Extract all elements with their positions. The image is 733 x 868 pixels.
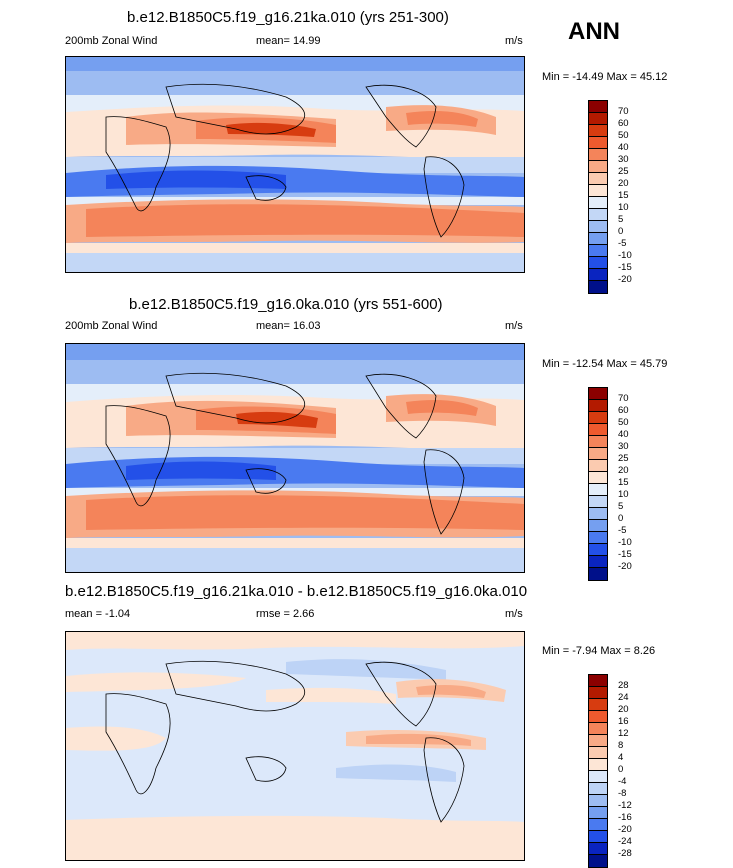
- panel-1-level: 50: [618, 130, 629, 141]
- panel-1-level: -5: [618, 238, 627, 249]
- panel-2-level: -10: [618, 537, 632, 548]
- panel-3-minmax: Min = -7.94 Max = 8.26: [542, 645, 656, 657]
- panel-1-level: -20: [618, 274, 632, 285]
- panel-3-level: 0: [618, 764, 624, 775]
- panel-3-level: -4: [618, 776, 627, 787]
- panel-2-level: 5: [618, 501, 624, 512]
- panel-3-level: 16: [618, 716, 629, 727]
- panel-1-units: m/s: [505, 35, 523, 47]
- panel-3-mean: mean = -1.04: [65, 608, 131, 620]
- panel-1-level: 0: [618, 226, 624, 237]
- panel-1-map: [65, 56, 525, 273]
- season-label: ANN: [568, 18, 620, 45]
- panel-1-level: -10: [618, 250, 632, 261]
- panel-3-level: 20: [618, 704, 629, 715]
- panel-2-level: 20: [618, 465, 629, 476]
- panel-1-field-label: 200mb Zonal Wind: [65, 35, 158, 47]
- panel-2-level: 30: [618, 441, 629, 452]
- panel-1-level: 10: [618, 202, 629, 213]
- panel-3-level: -28: [618, 848, 632, 859]
- panel-3-map: [65, 631, 525, 861]
- panel-2-level: -5: [618, 525, 627, 536]
- panel-1-mean: mean= 14.99: [256, 35, 321, 47]
- panel-1-colorbar: [588, 100, 608, 294]
- panel-2-level: 15: [618, 477, 629, 488]
- panel-2-level: 25: [618, 453, 629, 464]
- panel-2-level: -15: [618, 549, 632, 560]
- panel-2-field-label: 200mb Zonal Wind: [65, 320, 158, 332]
- panel-3-level: -16: [618, 812, 632, 823]
- panel-3-level: -8: [618, 788, 627, 799]
- panel-1-level: 70: [618, 106, 629, 117]
- panel-2-level: 50: [618, 417, 629, 428]
- panel-2-mean: mean= 16.03: [256, 320, 321, 332]
- panel-2-level: 10: [618, 489, 629, 500]
- panel-1-level: -15: [618, 262, 632, 273]
- panel-1-title: b.e12.B1850C5.f19_g16.21ka.010 (yrs 251-…: [127, 9, 449, 26]
- panel-3-rmse: rmse = 2.66: [256, 608, 315, 620]
- panel-3-level: -12: [618, 800, 632, 811]
- panel-3-level: 28: [618, 680, 629, 691]
- panel-2-level: 70: [618, 393, 629, 404]
- panel-1-level: 25: [618, 166, 629, 177]
- panel-1-minmax: Min = -14.49 Max = 45.12: [542, 71, 668, 83]
- panel-2-map: [65, 343, 525, 573]
- panel-2-level: 60: [618, 405, 629, 416]
- panel-1-level: 15: [618, 190, 629, 201]
- panel-1-level: 60: [618, 118, 629, 129]
- panel-3-level: 12: [618, 728, 629, 739]
- panel-1-level: 5: [618, 214, 624, 225]
- panel-3-level: -20: [618, 824, 632, 835]
- panel-2-level: 0: [618, 513, 624, 524]
- panel-2-units: m/s: [505, 320, 523, 332]
- panel-2-level: 40: [618, 429, 629, 440]
- panel-3-level: -24: [618, 836, 632, 847]
- panel-2-minmax: Min = -12.54 Max = 45.79: [542, 358, 668, 370]
- panel-3-level: 8: [618, 740, 624, 751]
- panel-3-units: m/s: [505, 608, 523, 620]
- panel-3-level: 4: [618, 752, 624, 763]
- panel-1-level: 40: [618, 142, 629, 153]
- panel-3-level: 24: [618, 692, 629, 703]
- panel-3-colorbar: [588, 674, 608, 868]
- panel-1-level: 20: [618, 178, 629, 189]
- panel-2-colorbar: [588, 387, 608, 581]
- panel-2-level: -20: [618, 561, 632, 572]
- panel-1-level: 30: [618, 154, 629, 165]
- panel-2-title: b.e12.B1850C5.f19_g16.0ka.010 (yrs 551-6…: [129, 296, 443, 313]
- panel-3-title: b.e12.B1850C5.f19_g16.21ka.010 - b.e12.B…: [65, 583, 528, 600]
